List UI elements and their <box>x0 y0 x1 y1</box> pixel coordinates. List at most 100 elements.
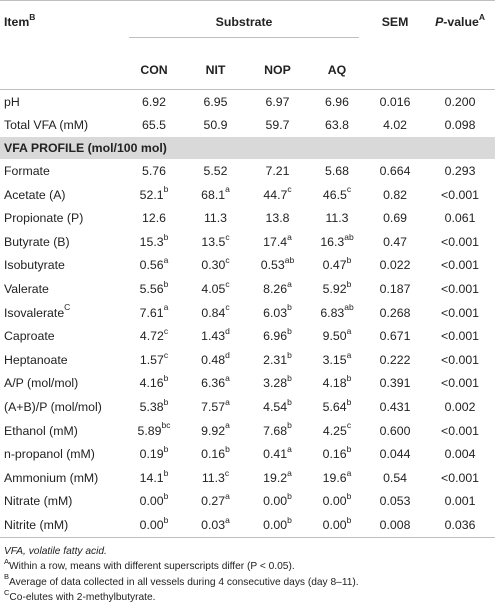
row-sem: 0.391 <box>365 372 425 396</box>
row-cell-superscript: a <box>225 373 230 384</box>
row-cell-value: 0.19 <box>139 447 164 462</box>
header-item-sup: B <box>29 11 36 22</box>
row-sem: 0.47 <box>365 230 425 254</box>
row-cell-value: 4.18 <box>322 376 347 391</box>
row-pvalue-value: 0.004 <box>444 447 476 462</box>
row-cell-value: 1.57 <box>139 352 164 367</box>
row-pvalue: 0.036 <box>425 513 495 538</box>
row-cell-value: 0.00 <box>139 517 164 532</box>
row-sem-value: 0.47 <box>383 234 407 249</box>
row-cell: 1.57c <box>123 348 185 372</box>
row-cell-value: 19.2 <box>263 470 288 485</box>
row-cell-superscript: a <box>225 514 230 525</box>
note-a-text: Within a row, means with different super… <box>9 561 295 573</box>
row-sem-value: 0.69 <box>383 211 407 226</box>
row-cell: 5.76 <box>123 159 185 183</box>
row-pvalue: 0.061 <box>425 206 495 230</box>
row-cell-value: 68.1 <box>201 187 226 202</box>
table-row: Nitrate (mM) 0.00b 0.27a 0.00b 0.00b 0.053 0.0… <box>0 490 495 514</box>
row-sem: 0.671 <box>365 324 425 348</box>
row-item: Isobutyrate <box>0 254 123 278</box>
row-cell-superscript: b <box>163 514 169 525</box>
row-cell-superscript: b <box>346 278 352 289</box>
row-cell-superscript: c <box>225 302 230 313</box>
row-cell: 19.6a <box>309 466 365 490</box>
row-cell: 0.16b <box>185 442 246 466</box>
row-cell: 8.26a <box>246 277 309 301</box>
note-c-sup: C <box>4 587 10 597</box>
row-item-value: Nitrite (mM) <box>4 517 69 532</box>
row-sem: 0.222 <box>365 348 425 372</box>
row-cell-superscript: ab <box>344 231 354 242</box>
table-row: (A+B)/P (mol/mol) 5.38b 7.57a 4.54b 5.64b 0.4… <box>0 395 495 419</box>
row-cell-value: 1.43 <box>201 329 226 344</box>
row-cell: 4.54b <box>246 395 309 419</box>
header-col-nop: NOP <box>264 63 291 77</box>
row-cell-superscript: bc <box>161 420 171 431</box>
row-cell-value: 19.6 <box>322 470 347 485</box>
row-cell: 13.5c <box>185 230 246 254</box>
row-cell: 2.31b <box>246 348 309 372</box>
row-sem-value: 0.664 <box>379 163 411 178</box>
row-cell: 5.92b <box>309 277 365 301</box>
row-cell-value: 50.9 <box>203 118 228 133</box>
row-cell-superscript: b <box>163 396 169 407</box>
row-cell-value: 4.54 <box>263 399 288 414</box>
table-row: Nitrite (mM) 0.00b 0.03a 0.00b 0.00b 0.008 0.0… <box>0 513 495 538</box>
row-cell: 6.96 <box>309 88 366 114</box>
header-sem: SEM <box>381 15 409 29</box>
row-cell-superscript: b <box>287 396 292 407</box>
row-cell: 0.30c <box>185 254 246 278</box>
row-item-value: Ammonium (mM) <box>4 470 99 485</box>
row-pvalue: 0.200 <box>425 88 495 114</box>
row-sem: 0.053 <box>365 490 425 514</box>
row-item-value: Acetate (A) <box>4 187 66 202</box>
row-sem-value: 0.391 <box>379 376 411 391</box>
note-abbreviation: VFA, volatile fatty acid. <box>4 545 107 557</box>
row-cell: 0.03a <box>185 513 246 538</box>
row-sem-value: 0.82 <box>383 187 407 202</box>
row-cell: 0.16b <box>309 442 365 466</box>
row-cell: 5.38b <box>123 395 185 419</box>
row-pvalue: <0.001 <box>425 230 495 254</box>
row-item: Ethanol (mM) <box>0 419 123 443</box>
row-item-value: (A+B)/P (mol/mol) <box>4 399 102 414</box>
row-item: Heptanoate <box>0 348 123 372</box>
row-cell: 52.1b <box>123 183 185 207</box>
row-cell-value: 12.6 <box>142 211 166 226</box>
row-cell: 0.00b <box>309 490 365 514</box>
row-cell-superscript: b <box>346 444 352 455</box>
header-pvalue-rest: -value <box>443 15 479 29</box>
row-item-value: Formate <box>4 163 50 178</box>
row-cell-value: 15.3 <box>139 234 164 249</box>
row-cell-value: 13.8 <box>265 211 290 226</box>
section-label: VFA PROFILE (mol/100 mol) <box>0 137 495 160</box>
row-cell: 5.52 <box>185 159 246 183</box>
row-cell: 0.00b <box>123 490 185 514</box>
row-sem-value: 0.053 <box>379 494 411 509</box>
row-cell-value: 0.00 <box>263 494 288 509</box>
row-cell-value: 5.56 <box>139 281 164 296</box>
row-cell: 19.2a <box>246 466 309 490</box>
row-sem-value: 0.600 <box>379 423 411 438</box>
row-sem-value: 0.222 <box>379 352 411 367</box>
row-pvalue-value: 0.098 <box>444 118 476 133</box>
note-b: BAverage of data collected in all vessel… <box>4 573 495 591</box>
row-cell: 46.5c <box>309 183 365 207</box>
row-item: Acetate (A) <box>0 183 123 207</box>
row-sem-value: 0.431 <box>379 399 411 414</box>
row-item-value: Butyrate (B) <box>4 234 70 249</box>
row-pvalue: <0.001 <box>425 277 495 301</box>
row-cell-superscript: b <box>346 255 352 266</box>
row-cell: 6.03b <box>246 301 309 325</box>
row-cell-value: 0.48 <box>201 352 226 367</box>
row-cell: 5.64b <box>309 395 365 419</box>
row-sem: 0.016 <box>365 88 426 114</box>
row-pvalue-value: 0.293 <box>444 163 476 178</box>
row-cell: 0.47b <box>309 254 365 278</box>
header-item-label: Item <box>4 15 30 29</box>
row-cell-value: 8.26 <box>263 281 288 296</box>
row-cell-value: 0.16 <box>322 447 347 462</box>
row-cell: 7.61a <box>123 301 185 325</box>
row-pvalue: 0.001 <box>425 490 495 514</box>
